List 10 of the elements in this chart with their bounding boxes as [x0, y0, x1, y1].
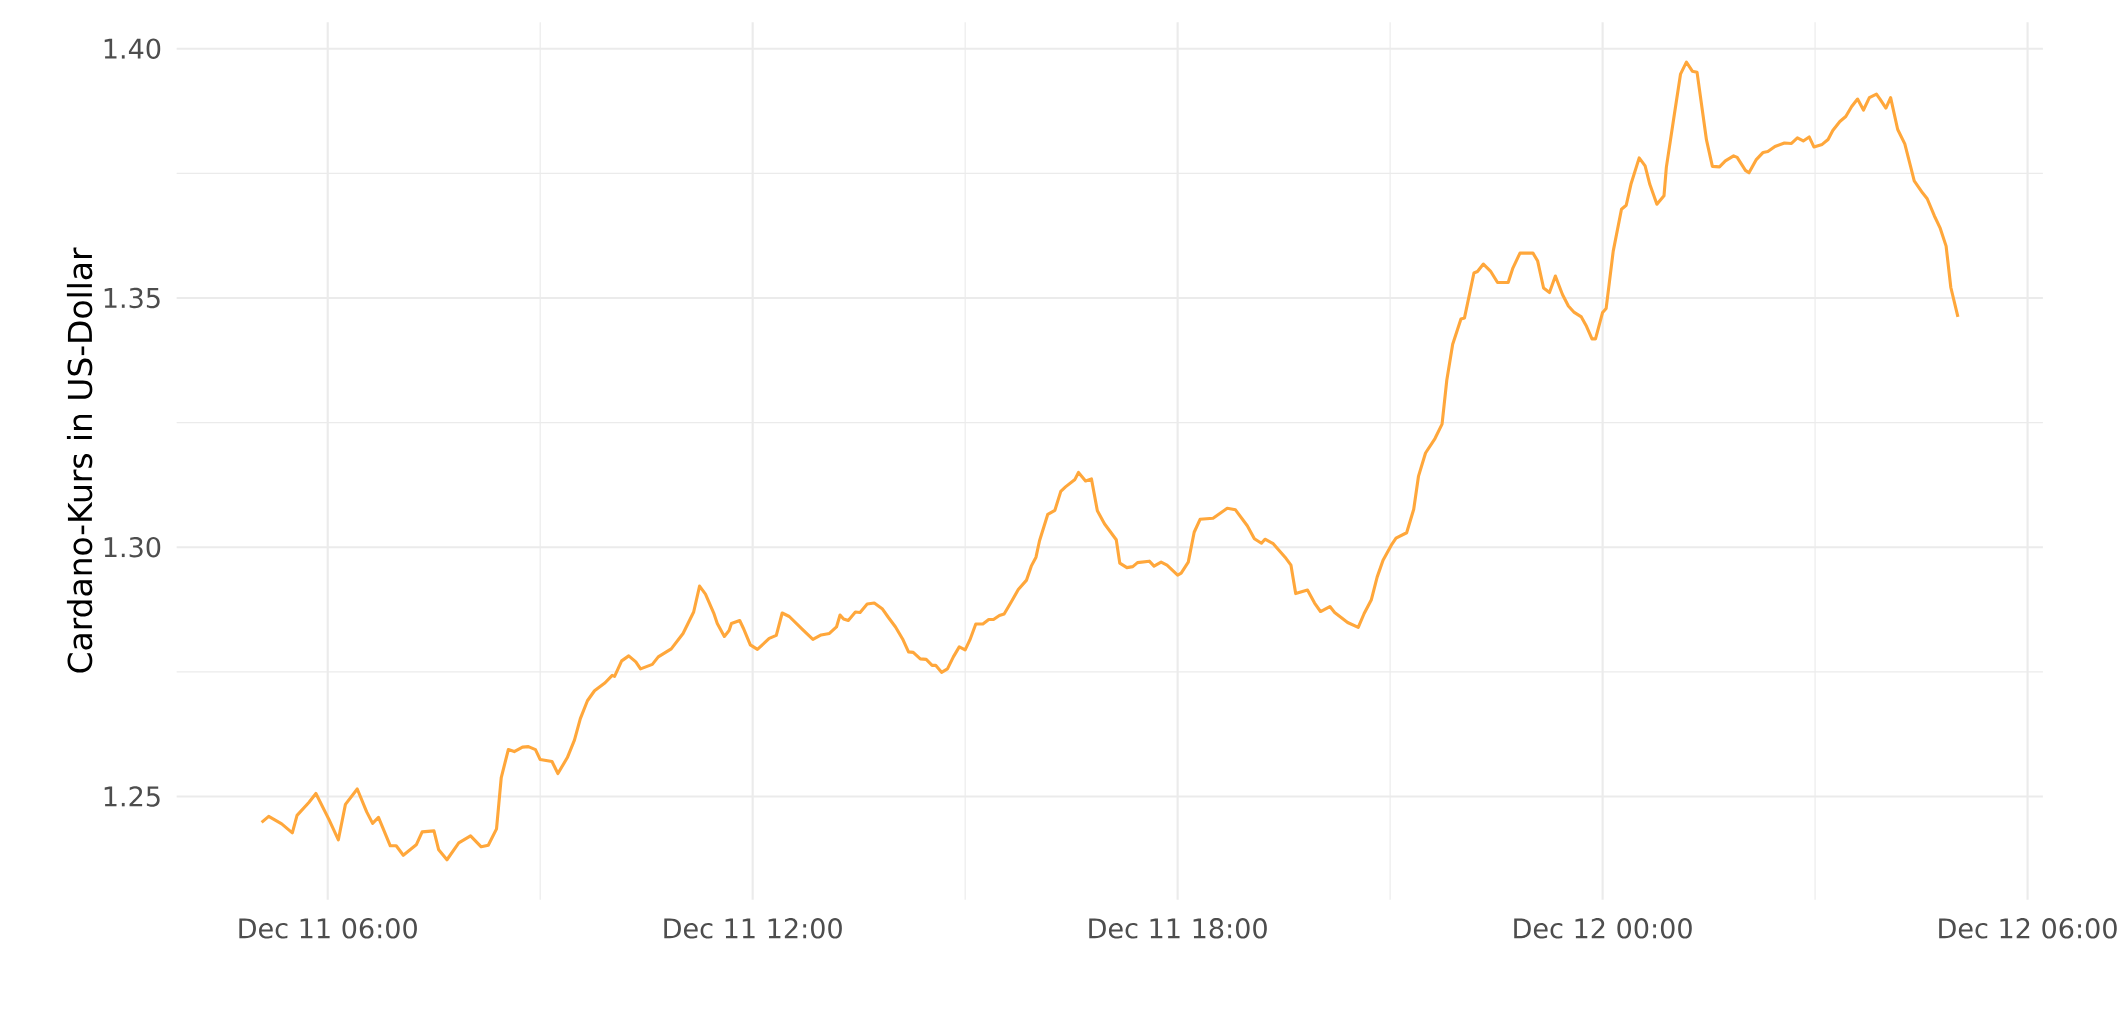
y-tick-label: 1.35	[104, 287, 160, 309]
y-tick-label: 1.30	[104, 537, 161, 558]
y-tick-label: 1.40	[104, 38, 161, 60]
x-tick-label: Dec 12 06:00	[1939, 918, 2117, 939]
y-axis-title: Cardano-Kurs in US-Dollar	[66, 247, 93, 673]
x-tick-label: Dec 11 06:00	[239, 918, 417, 939]
x-tick-label: Dec 12 00:00	[1514, 918, 1692, 939]
x-tick-label: Dec 11 12:00	[664, 918, 842, 939]
y-tick-label: 1.25	[104, 786, 160, 807]
x-tick-label: Dec 11 18:00	[1089, 918, 1267, 939]
